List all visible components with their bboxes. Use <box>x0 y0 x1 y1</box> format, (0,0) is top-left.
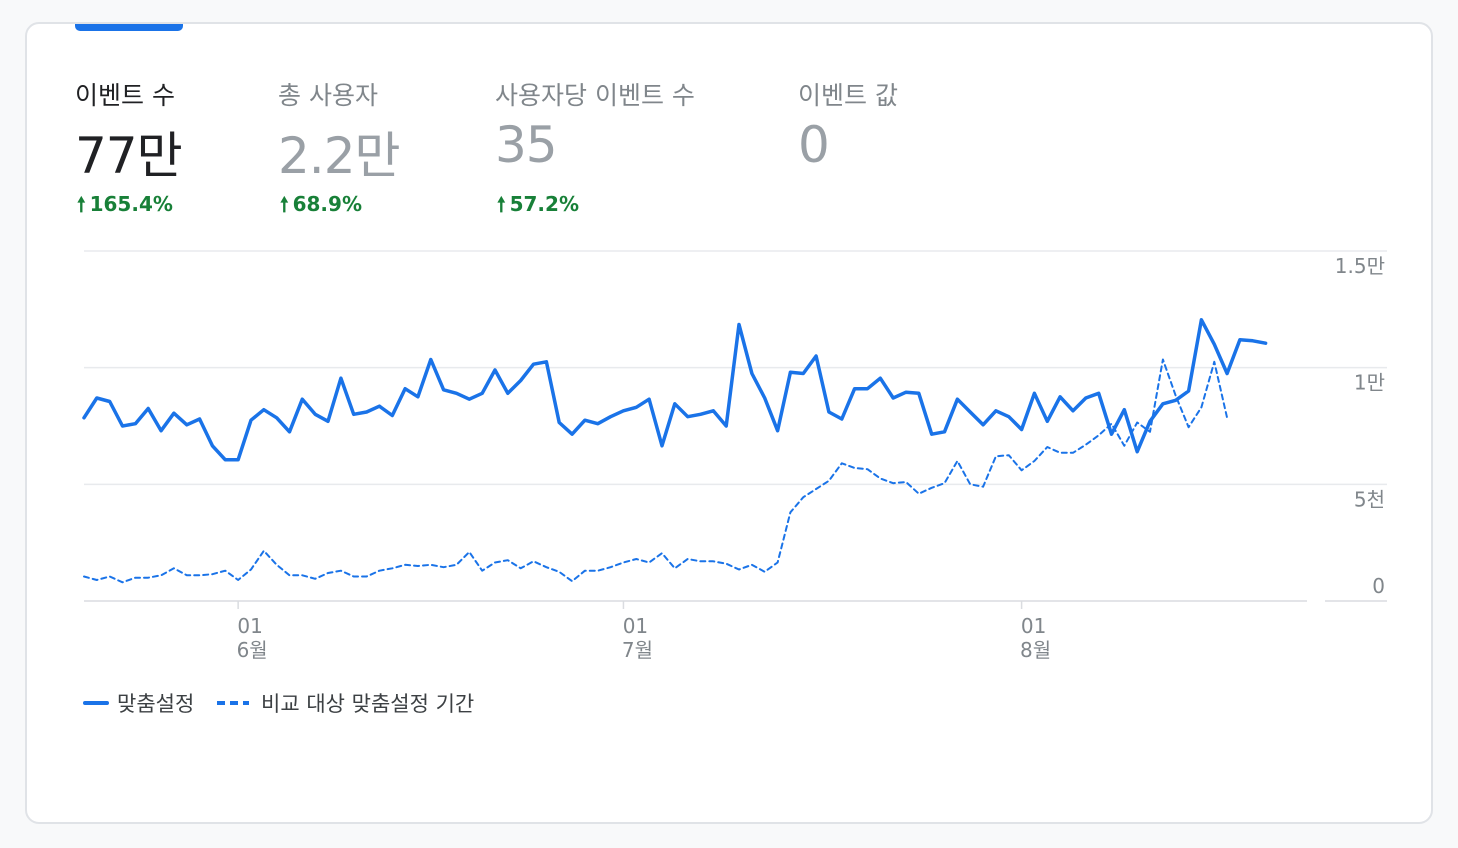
legend-label: 비교 대상 맞춤설정 기간 <box>261 692 475 716</box>
metric-change: 🠕 68.9% <box>280 190 362 224</box>
y-tick-label: 5천 <box>1354 487 1385 511</box>
x-tick-label-day: 01 <box>237 614 262 638</box>
metric-tab-events-per-user[interactable]: 사용자당 이벤트 수 35 🠕 57.2% <box>495 24 755 224</box>
metric-label: 총 사용자 <box>278 81 378 110</box>
metric-tab-event-value[interactable]: 이벤트 값 0 <box>798 24 958 224</box>
metric-value: 35 <box>495 116 558 174</box>
metric-change: 🠕 165.4% <box>77 190 173 224</box>
metric-change-value: 57.2% <box>509 192 579 216</box>
x-tick-label-day: 01 <box>623 614 648 638</box>
metric-tab-event-count[interactable]: 이벤트 수 77만 🠕 165.4% <box>75 24 255 224</box>
arrow-up-icon: 🠕 <box>77 192 86 216</box>
y-tick-label: 1만 <box>1354 371 1385 395</box>
active-tab-indicator <box>75 24 183 31</box>
metric-label: 이벤트 수 <box>75 81 175 110</box>
x-tick-label-day: 01 <box>1021 614 1046 638</box>
metric-label: 이벤트 값 <box>798 81 898 110</box>
metric-tab-total-users[interactable]: 총 사용자 2.2만 🠕 68.9% <box>278 24 468 224</box>
events-overview-card: 이벤트 수 77만 🠕 165.4% 총 사용자 2.2만 🠕 68.9% 사용자당… <box>25 22 1433 824</box>
metric-change-value: 165.4% <box>89 192 173 216</box>
metric-value: 77만 <box>75 127 183 185</box>
metric-change: 🠕 57.2% <box>497 190 579 224</box>
metric-change-value: 68.9% <box>292 192 362 216</box>
arrow-up-icon: 🠕 <box>497 192 506 216</box>
x-tick-label-month: 7월 <box>622 638 653 662</box>
dashed-line-swatch <box>217 701 249 705</box>
series-line-comparison <box>83 358 1229 584</box>
metric-label: 사용자당 이벤트 수 <box>495 81 695 110</box>
y-tick-label: 1.5만 <box>1335 254 1385 278</box>
x-tick-label-month: 6월 <box>237 638 268 662</box>
legend-label: 맞춤설정 <box>117 692 195 716</box>
solid-line-swatch <box>83 701 109 705</box>
y-tick-label: 0 <box>1372 574 1385 598</box>
arrow-up-icon: 🠕 <box>280 192 289 216</box>
metric-value: 0 <box>798 116 830 174</box>
metric-value: 2.2만 <box>278 127 401 185</box>
series-line-current <box>82 318 1268 462</box>
x-tick-label-month: 8월 <box>1020 638 1051 662</box>
